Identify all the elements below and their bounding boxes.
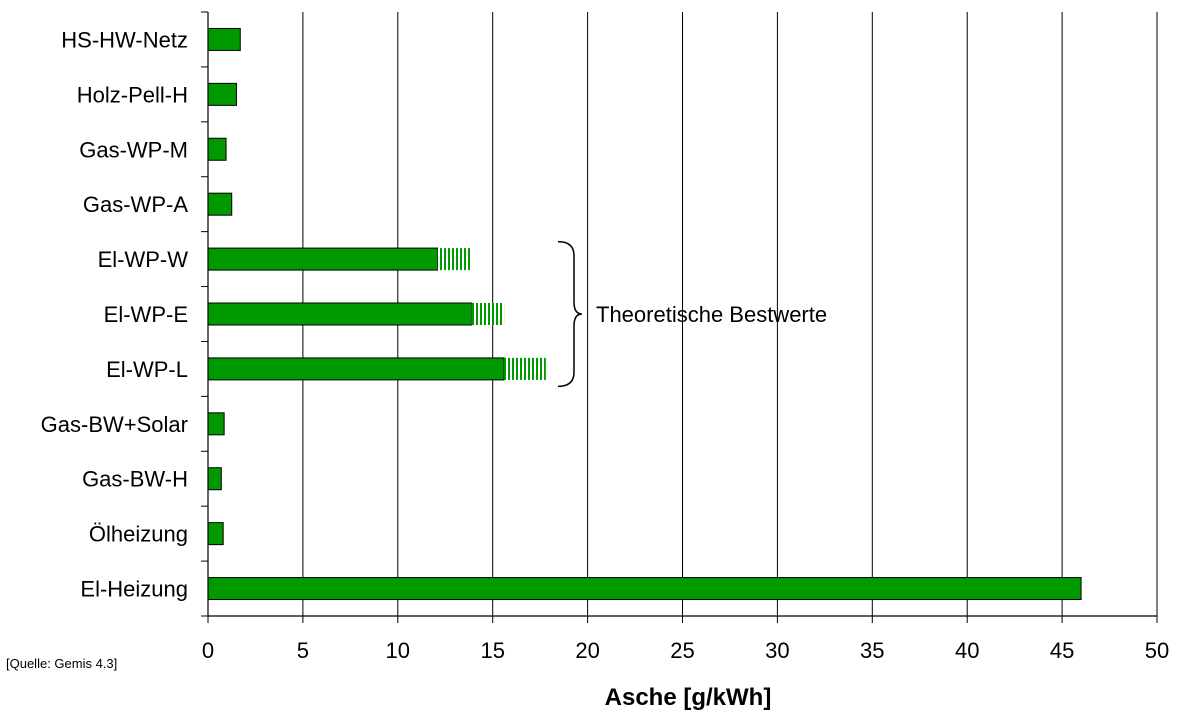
bar — [208, 138, 226, 160]
bar — [208, 248, 438, 270]
x-tick-label: 45 — [1050, 638, 1074, 663]
bar — [208, 303, 472, 325]
x-tick-label: 35 — [860, 638, 884, 663]
category-label: El-WP-L — [106, 357, 188, 382]
tick-labels: 0 5 10 15 20 25 30 35 40 45 50 — [202, 638, 1169, 663]
bar — [208, 468, 221, 490]
x-tick-label: 40 — [955, 638, 979, 663]
x-tick-label: 20 — [575, 638, 599, 663]
curly-brace — [558, 242, 582, 387]
bar-extension — [504, 358, 546, 380]
x-tick-label: 50 — [1145, 638, 1169, 663]
bar — [208, 358, 504, 380]
x-tick-label: 15 — [480, 638, 504, 663]
bar — [208, 193, 232, 215]
bar-extension — [472, 303, 504, 325]
bar — [208, 413, 224, 435]
bar — [208, 83, 236, 105]
x-tick-label: 5 — [297, 638, 309, 663]
category-label: Gas-WP-A — [83, 192, 188, 217]
bar — [208, 578, 1081, 600]
bar — [208, 523, 223, 545]
bar-extension — [438, 248, 472, 270]
x-tick-label: 25 — [670, 638, 694, 663]
annotation-text: Theoretische Bestwerte — [596, 302, 827, 327]
category-label: El-Heizung — [80, 577, 188, 602]
category-label: Gas-BW+Solar — [41, 412, 188, 437]
category-label: Ölheizung — [89, 522, 188, 547]
bar — [208, 28, 240, 50]
annotation: Theoretische Bestwerte — [558, 242, 827, 387]
category-label: Holz-Pell-H — [77, 82, 188, 107]
category-label: El-WP-E — [104, 302, 188, 327]
x-tick-label: 30 — [765, 638, 789, 663]
category-labels: HS-HW-Netz Holz-Pell-H Gas-WP-M Gas-WP-A El-… — [41, 27, 189, 601]
x-tick-label: 0 — [202, 638, 214, 663]
x-tick-label: 10 — [386, 638, 410, 663]
category-label: Gas-WP-M — [79, 137, 188, 162]
category-label: HS-HW-Netz — [61, 27, 188, 52]
x-axis-title: Asche [g/kWh] — [605, 684, 772, 711]
source-note: [Quelle: Gemis 4.3] — [6, 656, 117, 671]
category-label: Gas-BW-H — [82, 467, 188, 492]
category-label: El-WP-W — [98, 247, 189, 272]
